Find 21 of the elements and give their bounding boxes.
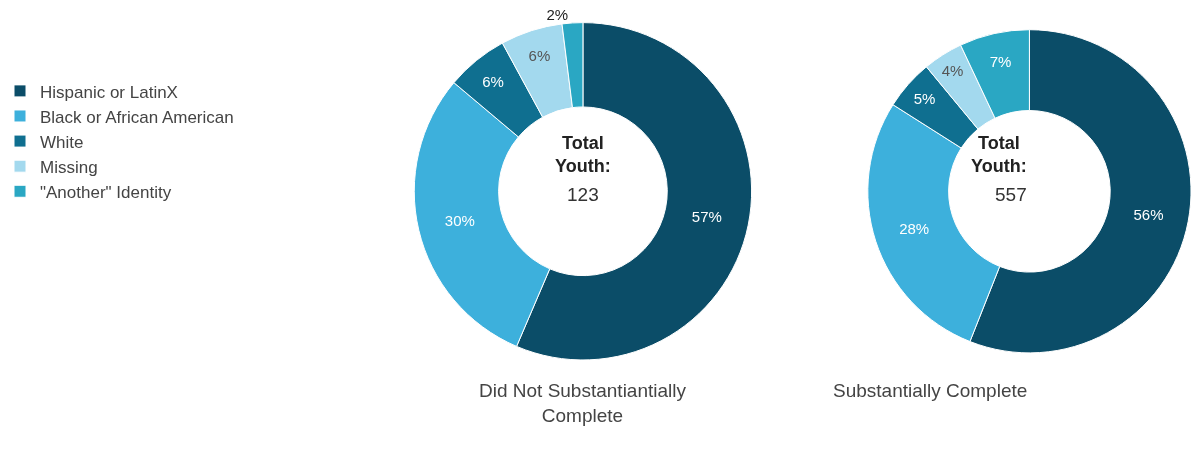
data-label: 56% — [1133, 205, 1164, 223]
text: 123 — [567, 184, 599, 205]
legend-label: Black or African American — [40, 107, 234, 127]
legend-label: Missing — [40, 157, 98, 177]
data-label: 6% — [482, 72, 504, 90]
data-label: 5% — [913, 90, 936, 108]
text: Substantially Complete — [833, 380, 1028, 401]
data-label: 2% — [546, 5, 569, 23]
legend-label: White — [40, 132, 84, 152]
data-label: 28% — [899, 220, 930, 238]
data-label: 30% — [444, 212, 475, 230]
legend-label: Hispanic or LatinX — [40, 82, 178, 102]
text: 557 — [995, 184, 1027, 205]
text: Total Youth: — [555, 133, 611, 177]
text: Did Not Substantiantially Complete — [479, 380, 687, 426]
data-label: 6% — [528, 47, 551, 65]
data-label: 4% — [941, 61, 964, 79]
data-label: 57% — [691, 208, 722, 226]
text: Total Youth: — [971, 133, 1027, 177]
data-label: 7% — [989, 53, 1012, 71]
legend-label: "Another" Identity — [40, 182, 172, 202]
